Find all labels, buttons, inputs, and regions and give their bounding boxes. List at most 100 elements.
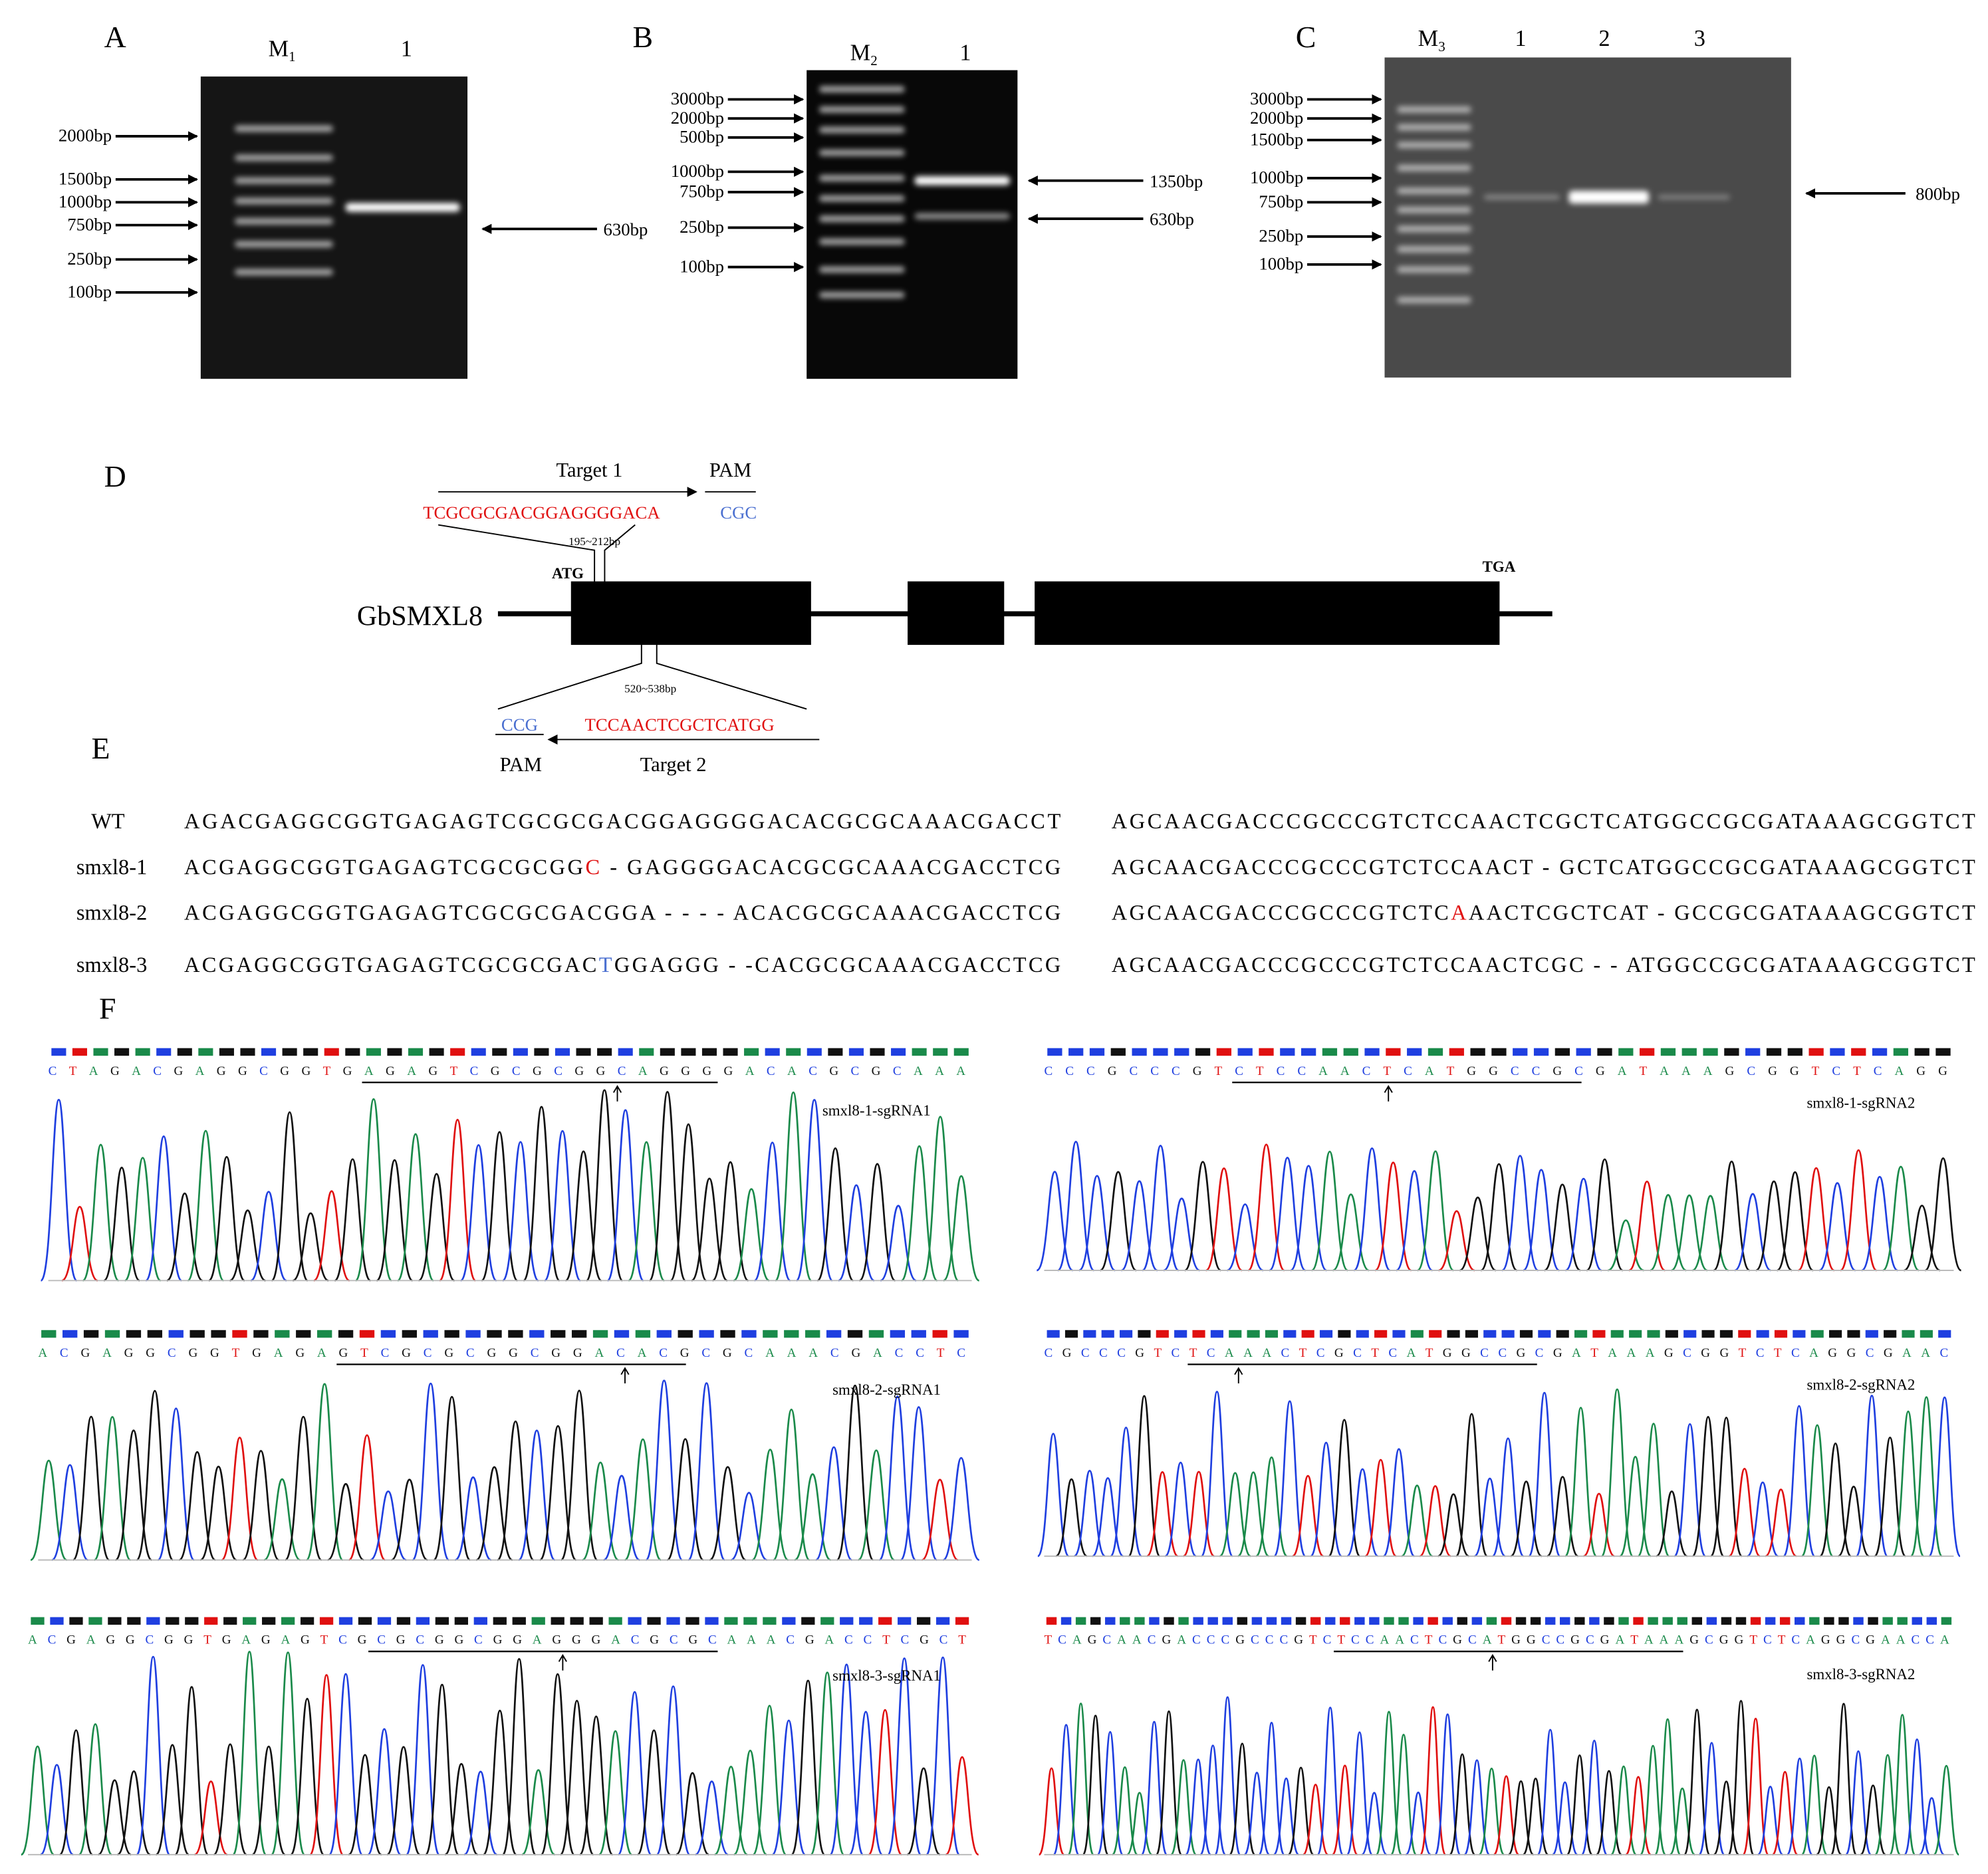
trace-peak <box>327 1482 364 1561</box>
base-box <box>1090 1617 1101 1625</box>
exon <box>570 581 811 645</box>
trace-peak <box>40 1098 78 1282</box>
ladder-label: 250bp <box>67 249 112 269</box>
trace-peak <box>1838 1485 1870 1558</box>
base-box <box>666 1617 680 1625</box>
trace-peak <box>1628 1180 1666 1272</box>
base-box <box>1075 1617 1086 1625</box>
base-box <box>223 1617 237 1625</box>
base-letter: G <box>66 1633 76 1647</box>
base-letter: G <box>572 1633 581 1647</box>
trace-peak <box>1765 1488 1797 1558</box>
base-box <box>338 1617 353 1625</box>
base-letter: C <box>901 1633 910 1647</box>
base-letter: C <box>1851 1633 1860 1647</box>
trace-peak <box>1332 1193 1370 1272</box>
base-letter: G <box>724 1064 733 1078</box>
base-box <box>1105 1617 1116 1625</box>
ladder-band <box>819 266 905 273</box>
trace-peak <box>1564 1407 1598 1558</box>
base-letter: C <box>1535 1346 1544 1360</box>
trace-peak <box>1375 1710 1403 1856</box>
ladder-label: 1500bp <box>1250 129 1303 149</box>
base-letter: G <box>680 1346 689 1360</box>
base-letter: T <box>69 1064 77 1078</box>
trace-peak <box>1227 1203 1264 1272</box>
trace-label: smxl8-2-sgRNA1 <box>832 1381 941 1398</box>
trace-peak <box>93 1416 132 1561</box>
base-box <box>628 1617 642 1625</box>
base-box <box>1101 1330 1114 1338</box>
base-box <box>1824 1617 1834 1625</box>
base-letter: A <box>38 1346 47 1360</box>
base-box <box>366 1048 381 1056</box>
trace-peak <box>1654 1718 1681 1856</box>
gel <box>200 76 468 379</box>
base-box <box>1413 1617 1424 1625</box>
base-box <box>1926 1617 1937 1625</box>
base-letter: G <box>1461 1346 1471 1360</box>
base-letter: A <box>1940 1633 1949 1647</box>
base-box <box>1756 1330 1769 1338</box>
base-letter: G <box>280 1064 289 1078</box>
base-letter: C <box>424 1346 432 1360</box>
trace-peak <box>271 1651 306 1856</box>
base-letter: G <box>1062 1346 1072 1360</box>
callout-line <box>497 644 642 710</box>
base-box <box>127 1617 141 1625</box>
base-box <box>1216 1048 1232 1056</box>
base-letter: C <box>708 1633 717 1647</box>
stop-codon: TGA <box>1483 558 1516 575</box>
base-box <box>358 1617 372 1625</box>
base-letter: G <box>252 1346 261 1360</box>
trace-peak <box>117 1770 151 1856</box>
marker-name: M <box>1418 26 1439 51</box>
base-letter: T <box>1447 1064 1455 1078</box>
base-letter: C <box>1410 1633 1419 1647</box>
callout-line <box>656 644 807 710</box>
base-box <box>870 1048 885 1056</box>
base-box <box>635 1330 651 1338</box>
base-letter: G <box>444 1346 453 1360</box>
base-box <box>589 1617 603 1625</box>
base-letter: A <box>1618 1064 1627 1078</box>
base-letter: C <box>1556 1633 1564 1647</box>
base-letter: C <box>1468 1633 1477 1647</box>
base-letter: C <box>1172 1346 1180 1360</box>
trace-peak <box>1819 1443 1852 1558</box>
trace-peak <box>880 1205 917 1282</box>
sample-name: WT <box>91 810 125 834</box>
trace-peak <box>1073 1470 1106 1558</box>
base-box <box>1429 1330 1442 1338</box>
trace-peak <box>945 1756 979 1856</box>
sequence-segment: ACGAGGCGGTGAGAGTCGCGCGAC <box>184 953 596 977</box>
base-box <box>868 1330 884 1338</box>
trace-peak <box>1214 1696 1241 1856</box>
base-letter: G <box>358 1633 367 1647</box>
trace-peak <box>1742 1717 1769 1856</box>
base-letter: G <box>1294 1633 1303 1647</box>
base-box <box>41 1330 57 1338</box>
panel-label: B <box>632 20 653 54</box>
base-letter: G <box>386 1064 395 1078</box>
base-box <box>1132 1048 1147 1056</box>
base-letter: T <box>1812 1064 1820 1078</box>
base-letter: A <box>364 1064 374 1078</box>
ladder-label: 3000bp <box>1250 88 1303 108</box>
base-letter: T <box>1371 1346 1379 1360</box>
trace-peak <box>1523 1169 1560 1272</box>
aligned-sequence: AGCAACGACCCGCCCGTCTC A AACTCGCTCAT - GCCGC… <box>1112 901 1975 925</box>
base-box <box>240 1048 255 1056</box>
gene-diagram <box>437 487 1553 745</box>
base-letter: C <box>531 1346 539 1360</box>
base-box <box>345 1048 360 1056</box>
base-box <box>1483 1330 1497 1338</box>
base-box <box>177 1048 192 1056</box>
base-box <box>741 1330 757 1338</box>
trace-peak <box>775 1091 812 1282</box>
base-letter: G <box>1553 1064 1562 1078</box>
base-letter: T <box>1778 1633 1786 1647</box>
base-box <box>1354 1617 1365 1625</box>
trace-peak <box>136 1655 171 1856</box>
